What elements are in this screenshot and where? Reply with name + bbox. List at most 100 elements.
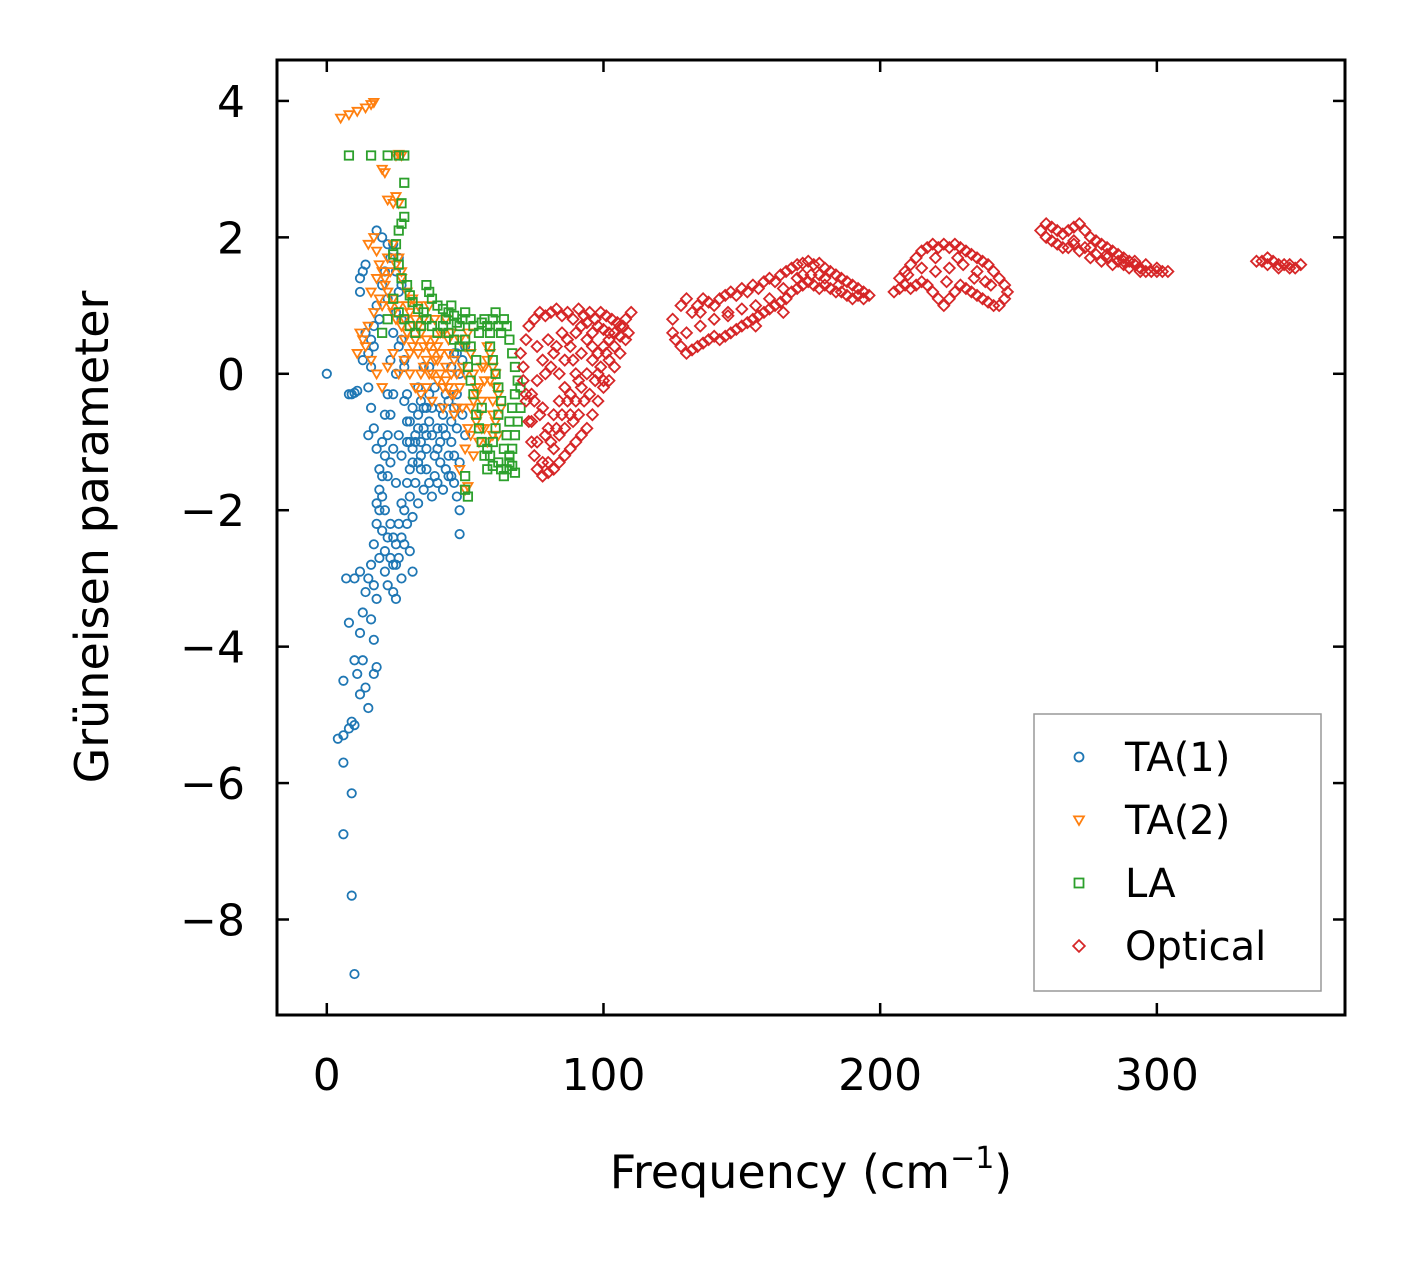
point-ta-1	[399, 539, 410, 550]
point-ta-2	[420, 355, 433, 367]
point-optical	[790, 281, 804, 296]
point-la	[399, 211, 410, 222]
point-la	[479, 450, 490, 461]
point-ta-2	[486, 410, 499, 422]
point-optical	[986, 264, 1001, 279]
point-ta-1	[388, 389, 399, 400]
point-optical	[903, 257, 918, 272]
point-la	[382, 150, 393, 161]
point-optical	[535, 401, 550, 415]
point-optical	[1078, 223, 1092, 238]
point-la	[396, 198, 407, 209]
point-ta-1	[424, 416, 435, 427]
point-ta-1	[371, 518, 382, 529]
point-optical	[591, 319, 605, 333]
point-ta-2	[425, 369, 439, 381]
x-tick-label: 200	[838, 1050, 922, 1101]
point-la	[404, 290, 415, 301]
point-ta-1	[446, 436, 457, 448]
point-optical	[560, 305, 575, 320]
point-ta-1	[418, 402, 429, 413]
point-optical	[831, 278, 846, 292]
point-optical	[812, 281, 827, 296]
point-ta-2	[351, 349, 364, 360]
point-optical	[596, 339, 611, 354]
point-optical	[948, 285, 962, 299]
point-optical	[1056, 240, 1070, 255]
point-la	[396, 218, 407, 229]
legend-label-ta-1: TA(1)	[1124, 735, 1230, 781]
point-ta-1	[457, 409, 468, 420]
point-optical	[707, 298, 721, 313]
point-optical	[610, 315, 625, 330]
point-optical	[1127, 254, 1142, 268]
point-optical	[580, 315, 594, 330]
point-ta-1	[360, 586, 371, 598]
y-tick-label: −4	[180, 623, 245, 674]
point-optical	[560, 332, 575, 347]
point-ta-2	[442, 383, 455, 394]
point-ta-2	[375, 301, 389, 312]
y-tick-label: 0	[217, 350, 245, 401]
point-ta-2	[398, 355, 411, 367]
point-optical	[1133, 264, 1147, 279]
point-optical	[748, 298, 763, 313]
point-optical	[970, 264, 984, 279]
point-optical	[718, 288, 732, 303]
y-axis-label: Grüneisen parameter	[65, 290, 119, 783]
point-la	[399, 150, 410, 161]
point-ta-1	[346, 788, 357, 799]
point-ta-1	[437, 423, 449, 434]
point-ta-2	[378, 274, 392, 285]
point-ta-1	[399, 505, 410, 516]
point-optical	[605, 312, 619, 326]
point-optical	[527, 448, 542, 463]
point-ta-2	[378, 168, 392, 179]
point-ta-1	[377, 232, 388, 243]
point-optical	[735, 281, 749, 296]
point-optical	[580, 421, 594, 436]
point-la	[504, 450, 515, 461]
point-ta-1	[363, 573, 374, 584]
point-ta-2	[367, 308, 381, 319]
point-optical	[1072, 244, 1087, 258]
point-optical	[920, 240, 934, 255]
point-ta-1	[451, 491, 462, 502]
point-optical	[679, 346, 694, 361]
point-optical	[1277, 257, 1291, 272]
point-optical	[970, 251, 984, 265]
point-ta-1	[446, 416, 457, 427]
point-ta-1	[404, 491, 415, 502]
point-ta-2	[389, 192, 403, 203]
point-ta-1	[338, 829, 349, 840]
point-optical	[585, 407, 600, 422]
point-ta-1	[454, 528, 465, 540]
point-optical	[693, 319, 708, 333]
point-optical	[801, 254, 815, 268]
point-optical	[840, 274, 854, 289]
point-ta-1	[354, 566, 366, 577]
point-optical	[992, 298, 1006, 313]
point-optical	[566, 353, 580, 367]
point-optical	[724, 285, 738, 299]
point-ta-2	[417, 362, 430, 374]
point-ta-1	[399, 361, 410, 373]
point-ta-2	[442, 349, 455, 360]
point-optical	[887, 285, 901, 299]
point-ta-1	[388, 443, 399, 454]
point-optical	[773, 295, 788, 309]
point-ta-2	[434, 349, 447, 360]
point-la	[460, 484, 471, 495]
point-ta-2	[456, 362, 469, 374]
point-la	[482, 443, 493, 454]
point-ta-1	[385, 552, 396, 564]
point-optical	[757, 305, 771, 320]
point-la	[424, 286, 435, 298]
point-optical	[574, 428, 589, 442]
point-ta-2	[387, 349, 400, 360]
point-la	[399, 177, 410, 188]
point-la	[460, 307, 471, 318]
point-optical	[555, 309, 569, 323]
point-optical	[953, 278, 968, 292]
point-la	[418, 307, 429, 318]
